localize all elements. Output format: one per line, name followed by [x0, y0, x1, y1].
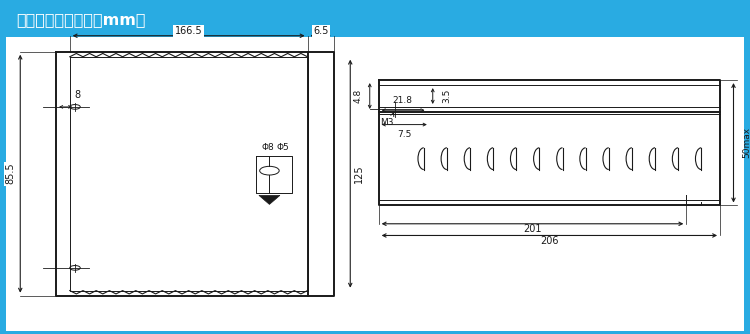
Text: 3.5: 3.5 [442, 89, 452, 103]
Text: 6.5: 6.5 [313, 26, 328, 36]
Text: Φ8: Φ8 [262, 143, 274, 152]
Text: 50max: 50max [742, 127, 750, 158]
Text: 8: 8 [74, 90, 80, 100]
Text: 201: 201 [524, 224, 542, 234]
Text: 206: 206 [540, 236, 559, 246]
Text: 125: 125 [354, 164, 364, 183]
Text: 4.8: 4.8 [353, 89, 362, 103]
Text: 安装尺寸图：（单位mm）: 安装尺寸图：（单位mm） [16, 12, 146, 27]
Text: M3: M3 [380, 118, 394, 127]
Text: 85.5: 85.5 [5, 163, 16, 184]
Polygon shape [259, 195, 280, 204]
Text: 21.8: 21.8 [393, 96, 412, 105]
Bar [6, 37, 744, 331]
Text: 7.5: 7.5 [397, 130, 412, 139]
Bar [6, 3, 364, 37]
Text: 166.5: 166.5 [175, 26, 202, 36]
Text: Φ5: Φ5 [276, 143, 290, 152]
